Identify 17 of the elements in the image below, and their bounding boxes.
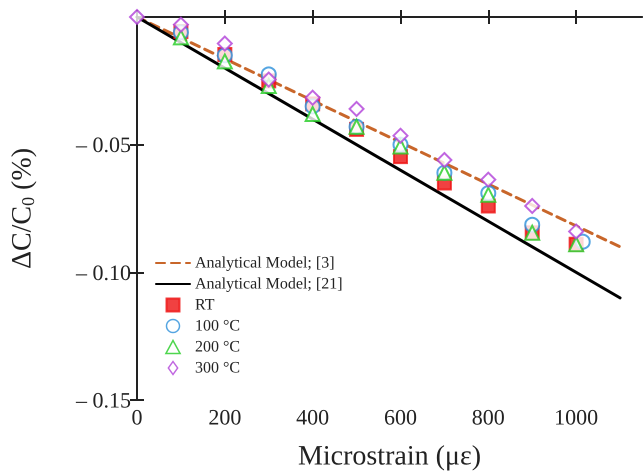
legend-label: 100 °C bbox=[195, 318, 240, 334]
y-tick-label: – 0.15 bbox=[75, 388, 131, 412]
y-axis-title: ΔC/C0 (%) bbox=[6, 148, 38, 270]
x-tick-label: 400 bbox=[296, 404, 330, 430]
legend-label: RT bbox=[195, 296, 215, 314]
y-tick-label: – 0.05 bbox=[75, 132, 131, 158]
x-tick-label: 1000 bbox=[554, 404, 598, 430]
legend-label: 200 °C bbox=[195, 338, 240, 356]
x-tick-label: 0 bbox=[132, 404, 142, 430]
x-axis-title: Microstrain (με) bbox=[298, 440, 482, 472]
x-tick-label: 800 bbox=[472, 404, 505, 430]
legend-label: 300 °C bbox=[195, 360, 240, 376]
legend-label: Analytical Model; [21] bbox=[195, 276, 343, 292]
x-tick-label: 600 bbox=[384, 404, 417, 430]
y-tick-label: – 0.10 bbox=[75, 260, 131, 285]
legend-label: Analytical Model; [3] bbox=[195, 254, 335, 272]
x-tick-label: 200 bbox=[208, 404, 242, 430]
